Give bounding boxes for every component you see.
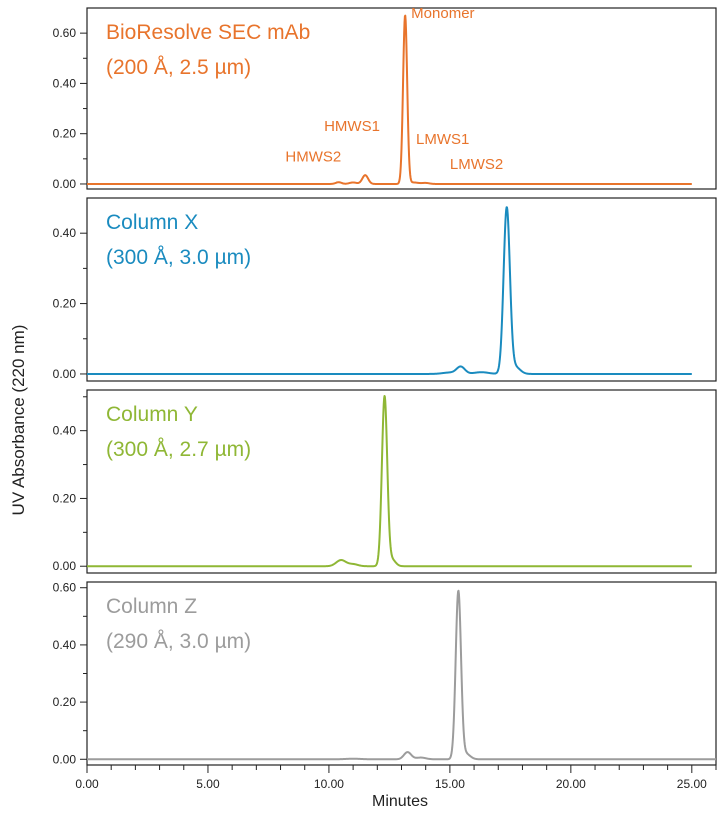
x-tick-label: 5.00 (196, 777, 220, 791)
y-tick-label: 0.40 (53, 226, 77, 240)
peak-annotation: LMWS1 (416, 131, 469, 148)
peak-annotation: HMWS2 (285, 148, 341, 165)
panel-2: 0.00 0.20 0.40 Column X (300 Å, 3.0 µm) (53, 198, 716, 381)
panel-3: 0.00 0.20 0.40 Column Y (300 Å, 2.7 µm) (53, 390, 716, 573)
peak-annotation: LMWS2 (450, 156, 503, 173)
x-tick-label: 15.00 (435, 777, 465, 791)
x-axis-label: Minutes (372, 793, 428, 810)
panel-title-line1: BioResolve SEC mAb (106, 21, 310, 44)
panel-title-line2: (300 Å, 3.0 µm) (106, 246, 251, 269)
panel-4: 0.00 0.20 0.40 0.60 Column Z (290 Å, 3.0 µm) (53, 581, 716, 767)
peak-annotation: Monomer (411, 5, 474, 22)
x-axis: 0.00 5.00 10.00 15.00 20.00 25.00 (75, 765, 716, 791)
y-tick-label: 0.20 (53, 297, 77, 311)
panel-1: 0.00 0.20 0.40 0.60 BioResolve SEC mAb (200 Å… (53, 5, 716, 191)
y-tick-label: 0.00 (53, 177, 77, 191)
y-tick-label: 0.40 (53, 76, 77, 90)
y-tick-label: 0.60 (53, 581, 77, 595)
y-tick-label: 0.20 (53, 491, 77, 505)
y-tick-label: 0.00 (53, 367, 77, 381)
x-tick-label: 25.00 (677, 777, 707, 791)
y-tick-label: 0.00 (53, 752, 77, 766)
y-tick-label: 0.40 (53, 638, 77, 652)
y-tick-label: 0.00 (53, 559, 77, 573)
y-tick-label: 0.20 (53, 127, 77, 141)
panel-title-line1: Column Y (106, 403, 198, 426)
panel-title-line1: Column X (106, 211, 198, 234)
y-tick-label: 0.20 (53, 695, 77, 709)
x-tick-label: 20.00 (556, 777, 586, 791)
y-axis-label: UV Absorbance (220 nm) (9, 325, 28, 516)
panel-title-line1: Column Z (106, 595, 197, 618)
x-tick-label: 10.00 (314, 777, 344, 791)
panel-title-line2: (290 Å, 3.0 µm) (106, 630, 251, 653)
peak-annotation: HMWS1 (324, 118, 380, 135)
panel-title-line2: (300 Å, 2.7 µm) (106, 438, 251, 461)
panel-title-line2: (200 Å, 2.5 µm) (106, 56, 251, 79)
y-tick-label: 0.40 (53, 424, 77, 438)
x-tick-label: 0.00 (75, 777, 99, 791)
y-tick-label: 0.60 (53, 26, 77, 40)
